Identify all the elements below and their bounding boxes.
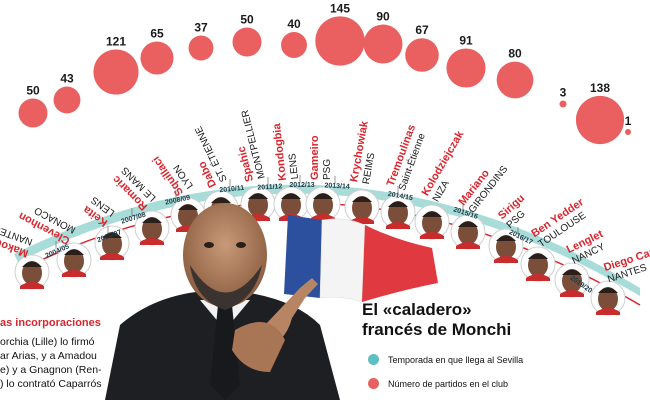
player-photo bbox=[380, 194, 416, 230]
match-bubble bbox=[496, 61, 534, 99]
match-count: 3 bbox=[560, 85, 567, 99]
sidebar-line-1: orchia (Lille) lo firmó bbox=[0, 336, 95, 348]
player-photo bbox=[414, 204, 450, 240]
match-bubble bbox=[140, 41, 174, 75]
sidebar-heading: as incorporaciones bbox=[0, 317, 101, 329]
match-count: 91 bbox=[459, 33, 473, 47]
match-count: 40 bbox=[287, 17, 301, 31]
player-photo bbox=[488, 228, 524, 264]
match-bubble bbox=[315, 16, 365, 66]
match-bubble bbox=[93, 49, 139, 95]
season-label: 2011/12 bbox=[257, 183, 282, 191]
match-count: 1 bbox=[625, 114, 632, 128]
season-label: 2012/13 bbox=[289, 182, 314, 189]
match-count: 50 bbox=[26, 84, 40, 98]
match-bubble bbox=[446, 48, 486, 88]
player-photo bbox=[14, 254, 50, 290]
french-flag-illustration bbox=[284, 215, 438, 303]
match-bubble bbox=[281, 32, 307, 58]
legend-matches: Número de partidos en el club bbox=[368, 378, 508, 389]
match-bubble bbox=[625, 129, 631, 135]
monchi-portrait bbox=[105, 203, 340, 400]
season-label: 2014/15 bbox=[387, 191, 413, 202]
match-bubble bbox=[363, 24, 403, 64]
player-name: Kondogbia bbox=[271, 122, 289, 181]
player-photo bbox=[56, 242, 92, 278]
sidebar-line-2: ar Arias, y a Amadou bbox=[0, 350, 97, 362]
season-label: 2010/11 bbox=[219, 185, 245, 195]
match-bubble bbox=[18, 98, 48, 128]
graphic-title: El «caladero» francés de Monchi bbox=[362, 300, 511, 340]
match-bubble bbox=[559, 100, 567, 108]
player-club: PSG bbox=[322, 159, 333, 180]
player-photo bbox=[273, 186, 309, 222]
legend-season: Temporada en que llega al Sevilla bbox=[368, 354, 523, 365]
match-bubble bbox=[575, 95, 625, 145]
match-bubbles: 50 43 121 65 37 50 40 145 90 67 91 80 3 138 1 bbox=[18, 1, 632, 145]
player-photo bbox=[305, 186, 341, 222]
player-club: REIMS bbox=[361, 152, 377, 185]
match-count: 145 bbox=[330, 1, 350, 15]
match-count: 50 bbox=[240, 13, 254, 27]
player-photos bbox=[14, 186, 626, 316]
match-count: 43 bbox=[60, 72, 74, 86]
player-label: Gameiro PSG bbox=[309, 135, 333, 180]
match-bubble bbox=[53, 86, 81, 114]
player-photo bbox=[520, 246, 556, 282]
match-count: 80 bbox=[508, 47, 522, 61]
title-line-1: El «caladero» bbox=[362, 300, 472, 319]
player-club: LENS bbox=[287, 152, 301, 179]
player-photo bbox=[590, 280, 626, 316]
match-count: 37 bbox=[194, 21, 208, 35]
red-dot-icon bbox=[368, 378, 379, 389]
season-label: 2013/14 bbox=[324, 182, 350, 190]
player-photo bbox=[344, 189, 380, 225]
teal-dot-icon bbox=[368, 354, 379, 365]
match-bubble bbox=[188, 35, 214, 61]
match-bubble bbox=[232, 27, 262, 57]
player-photo bbox=[554, 262, 590, 298]
match-count: 90 bbox=[376, 10, 390, 24]
player-photo bbox=[240, 186, 276, 222]
legend-season-label: Temporada en que llega al Sevilla bbox=[388, 354, 524, 365]
legend-matches-label: Número de partidos en el club bbox=[388, 378, 509, 389]
sidebar-line-3: e) y a Gnagnon (Ren- bbox=[0, 364, 102, 376]
match-bubble bbox=[405, 38, 439, 72]
player-photo bbox=[134, 210, 170, 246]
match-count: 65 bbox=[150, 26, 164, 40]
player-photo bbox=[94, 225, 130, 261]
match-count: 138 bbox=[590, 81, 610, 95]
player-name: Gameiro bbox=[309, 135, 321, 180]
match-count: 67 bbox=[415, 23, 429, 37]
sidebar-line-4: ) lo contrató Caparrós bbox=[0, 378, 102, 390]
title-line-2: francés de Monchi bbox=[362, 320, 512, 339]
player-photo bbox=[450, 214, 486, 250]
match-count: 121 bbox=[106, 34, 126, 48]
